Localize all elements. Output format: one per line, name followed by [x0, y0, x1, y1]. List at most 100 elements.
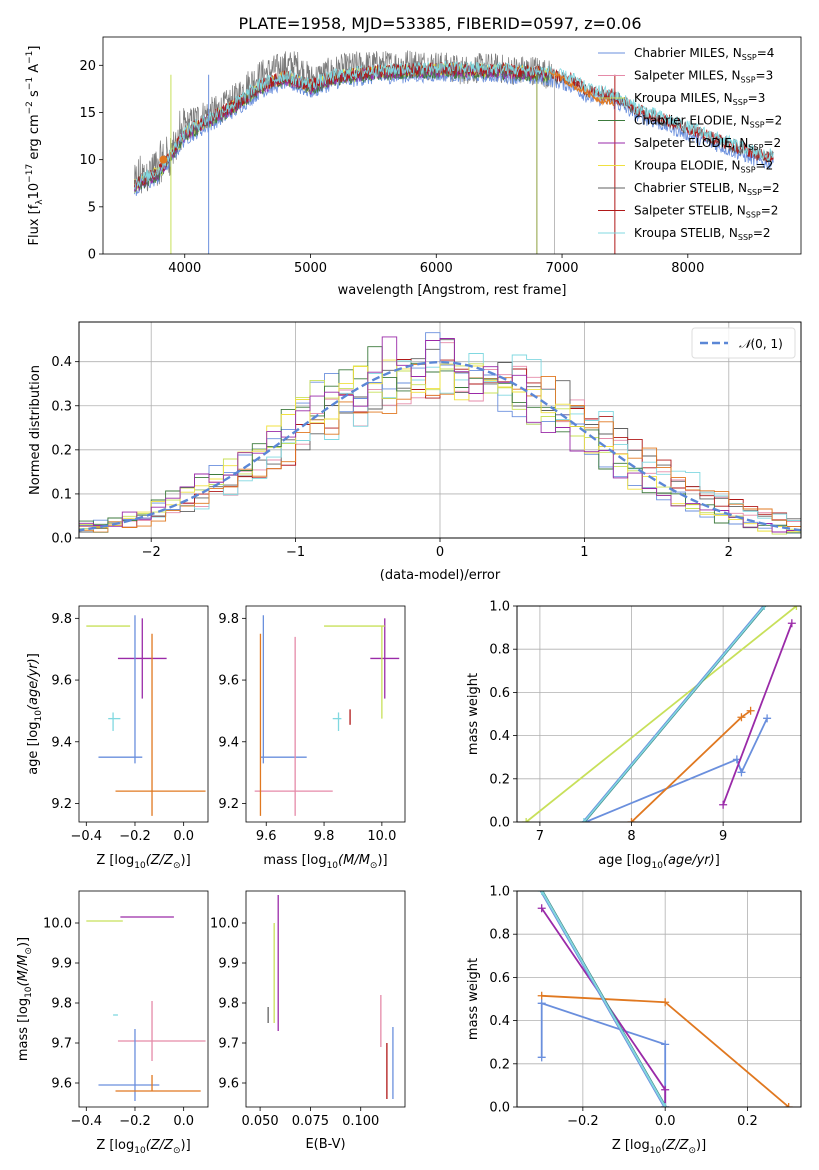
label-part: (age/yr) [663, 853, 715, 868]
label-part: −2 [25, 101, 35, 114]
legend-text: =3 [748, 91, 766, 105]
label-part: (Z/Z [146, 853, 174, 868]
y-tick-label: 9.9 [218, 957, 239, 972]
legend-entry: Chabrier STELIB, NSSP=2 [634, 181, 780, 197]
x-tick-label: 0.100 [342, 1114, 379, 1129]
label-sub: 10 [34, 710, 44, 722]
model-spectrum-line [134, 68, 774, 196]
legend-sub: SSP [748, 143, 763, 152]
y-tick-label: 0.2 [489, 772, 510, 787]
y-tick-label: 9.8 [218, 612, 239, 627]
weight-marker [746, 706, 755, 715]
y-tick-label: 9.2 [218, 797, 239, 812]
legend-text: (0, 1) [751, 337, 783, 351]
y-tick-label: 10.0 [210, 917, 239, 932]
label-part: A [27, 64, 42, 77]
model-spectrum-line [134, 60, 774, 191]
y-tick-label: 9.6 [218, 1077, 239, 1092]
y-tick-label: 9.2 [51, 797, 72, 812]
y-axis-label: mass weight [466, 673, 481, 755]
legend-entry: Chabrier MILES, NSSP=4 [634, 46, 774, 62]
label-part: ] [715, 853, 720, 868]
x-tick-label: 5000 [294, 261, 327, 276]
label-part: (M/M [338, 853, 370, 868]
x-tick-label: 4000 [168, 261, 201, 276]
x-tick-label: 0 [436, 545, 444, 560]
residuals-panel: −2 −1 0 1 2 0.0 0.1 0.2 0.3 0.4 𝒩(0, 1) (data-model… [28, 321, 802, 583]
weight-marker [719, 800, 728, 809]
x-tick-label: 0.0 [655, 1114, 676, 1129]
label-sub: ⊙ [370, 861, 378, 871]
x-tick-label: 0.050 [241, 1114, 278, 1129]
legend-sub: SSP [741, 166, 756, 175]
plot-area [134, 50, 774, 254]
x-tick-label: 10.0 [367, 829, 396, 844]
x-tick-label: 7 [536, 829, 544, 844]
x-tick-label: −0.2 [119, 1114, 151, 1129]
weight-marker [537, 1053, 546, 1062]
weight-marker [537, 891, 546, 895]
x-tick-label: 6000 [420, 261, 453, 276]
y-axis-label: mass weight [466, 958, 481, 1040]
label-sub: 10 [24, 986, 34, 998]
plot-area [79, 322, 801, 538]
weight-marker [763, 714, 772, 723]
legend-text: Salpeter MILES, N [634, 69, 741, 83]
y-tick-label: 0.0 [489, 1101, 510, 1116]
y-tick-label: 9.6 [51, 1077, 72, 1092]
age-massweight-panel: 7 8 9 0.0 0.2 0.4 0.6 0.8 1.0 age [log10(age/yr)]… [466, 600, 802, 871]
label-part: ] [26, 653, 41, 658]
weight-line [722, 622, 793, 806]
y-tick-label: 0.4 [51, 355, 72, 370]
legend-sub: SSP [742, 53, 757, 62]
label-part: mass [log [263, 853, 326, 868]
legend-text: Chabrier MILES, N [634, 46, 742, 60]
histogram-step [79, 363, 801, 534]
legend-text: =2 [753, 226, 771, 240]
weight-line [542, 891, 668, 1107]
x-tick-label: 8 [627, 829, 635, 844]
x-tick-label: −0.4 [71, 829, 103, 844]
label-sub: 10 [134, 861, 146, 871]
plot-area [267, 895, 394, 1099]
x-tick-label: −0.2 [567, 1114, 599, 1129]
legend-text: Kroupa ELODIE, N [634, 159, 741, 173]
plot-area [86, 615, 206, 816]
spectrum-highlight-point [159, 155, 168, 164]
legend-sub: SSP [747, 188, 762, 197]
label-part: (M/M [16, 955, 31, 987]
label-part: Flux [f [27, 204, 42, 245]
x-axis-label: (data-model)/error [380, 568, 501, 583]
histogram-step [79, 336, 801, 537]
x-tick-label: 0.0 [173, 1114, 194, 1129]
salpeter-miles-tail-line [548, 70, 615, 107]
y-tick-label: 9.8 [51, 997, 72, 1012]
plot-area [254, 615, 400, 816]
weight-marker [661, 998, 670, 1007]
label-sub: 10 [134, 1146, 146, 1156]
y-axis-label: age [log10(age/yr)] [26, 653, 44, 775]
y-tick-label: 15 [79, 106, 96, 121]
weight-line [582, 606, 764, 822]
weight-line [630, 710, 752, 822]
axes-frame [78, 605, 209, 823]
label-sub: ⊙ [173, 861, 181, 871]
legend-sub: SSP [750, 121, 765, 130]
y-tick-label: 0.6 [489, 686, 510, 701]
y-tick-label: 20 [79, 59, 96, 74]
label-part: )] [181, 853, 191, 868]
y-tick-label: 0.4 [489, 1014, 510, 1029]
y-tick-label: 0.1 [51, 487, 72, 502]
label-part: Z [log [96, 1138, 134, 1153]
plot-area [517, 891, 801, 1107]
legend-text: =3 [756, 69, 774, 83]
label-part: 10 [27, 183, 42, 200]
legend-text: =2 [765, 114, 783, 128]
y-tick-label: 9.9 [51, 957, 72, 972]
y-axis-label: Flux [fλ10−17 erg cm−2 s−1 A−1] [25, 46, 45, 246]
x-axis-label: Z [log10(Z/Z⊙)] [96, 853, 190, 871]
y-tick-label: 0.0 [489, 816, 510, 831]
label-part: λ [35, 199, 45, 205]
axes-frame [78, 321, 802, 539]
y-tick-label: 9.4 [51, 735, 72, 750]
